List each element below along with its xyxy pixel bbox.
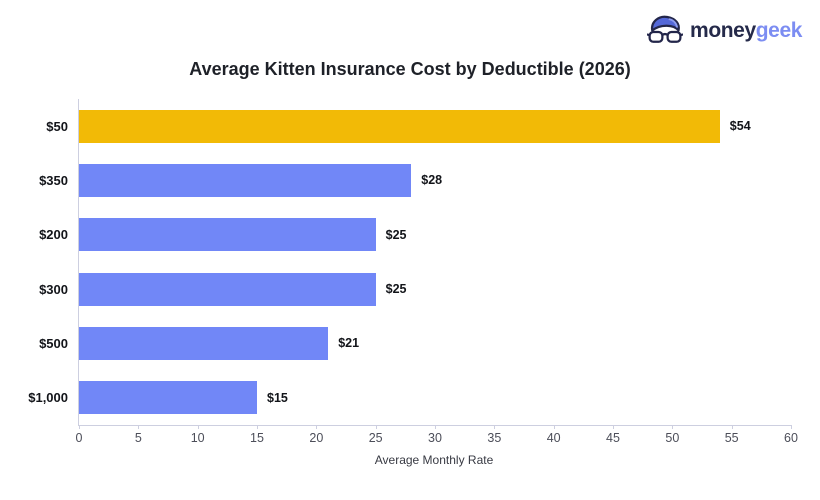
value-label: $15 <box>267 390 288 405</box>
x-tick-mark <box>138 425 140 429</box>
x-tick-mark <box>197 425 199 429</box>
bar-row: $300 $25 <box>39 262 791 316</box>
x-tick-mark <box>494 425 496 429</box>
plot-area: $50 $54 $350 $28 $200 $25 $300 $25 $500 $21 $1,000… <box>28 99 798 445</box>
logo-text-geek: geek <box>755 19 803 42</box>
bar <box>79 272 376 306</box>
moneygeek-logo[interactable]: moneygeek <box>647 14 802 47</box>
bar <box>79 218 376 252</box>
bar <box>79 326 329 360</box>
logo-text-money: money <box>690 19 756 42</box>
bar-row: $500 $21 <box>39 316 791 370</box>
bar-row: $1,000 $15 <box>28 371 791 425</box>
x-tick-mark <box>553 425 555 429</box>
x-tick-mark <box>791 425 792 429</box>
moneygeek-geek-icon <box>647 15 684 43</box>
x-tick-label: 40 <box>546 431 561 445</box>
x-tick-label: 0 <box>75 431 83 445</box>
value-label: $54 <box>729 119 751 134</box>
x-tick-mark <box>257 425 258 429</box>
bar-row: $350 $28 <box>39 153 791 207</box>
logo-text: moneygeek <box>690 20 802 41</box>
category-label: $50 <box>46 118 68 134</box>
category-label: $500 <box>39 335 68 351</box>
x-tick-label: 60 <box>784 431 798 445</box>
bar-row: $200 $25 <box>39 208 791 262</box>
category-label: $1,000 <box>28 390 68 406</box>
x-axis-label: Average Monthly Rate <box>374 453 494 467</box>
x-tick-label: 10 <box>190 431 205 445</box>
x-tick-mark <box>79 425 80 429</box>
bar <box>79 163 412 197</box>
value-label: $25 <box>385 227 407 242</box>
x-tick-mark <box>613 425 614 429</box>
bar-row: $50 $54 <box>46 99 791 153</box>
value-label: $28 <box>421 173 443 188</box>
x-tick-label: 50 <box>665 431 680 445</box>
value-label: $21 <box>338 336 360 351</box>
x-tick-label: 25 <box>368 431 383 445</box>
x-axis-ticks: 0 5 10 15 20 25 30 35 40 45 50 55 60 <box>75 425 798 457</box>
x-tick-mark <box>731 425 733 429</box>
x-tick-label: 45 <box>606 431 620 445</box>
x-tick-mark <box>375 425 377 429</box>
x-tick-mark <box>435 425 436 429</box>
x-tick-label: 35 <box>487 431 502 445</box>
x-tick-mark <box>316 425 318 429</box>
category-label: $200 <box>39 227 68 243</box>
bars-container: $50 $54 $350 $28 $200 $25 $300 $25 $500 $21 $1,000… <box>28 99 791 425</box>
chart-title: Average Kitten Insurance Cost by Deducti… <box>189 59 631 79</box>
bar <box>79 109 720 143</box>
x-tick-label: 30 <box>428 431 442 445</box>
x-tick-mark <box>672 425 674 429</box>
category-label: $350 <box>39 172 68 188</box>
bar <box>79 381 257 415</box>
value-label: $25 <box>385 282 407 297</box>
x-tick-label: 20 <box>309 431 324 445</box>
x-tick-label: 55 <box>724 431 739 445</box>
x-tick-label: 5 <box>134 431 142 445</box>
x-tick-label: 15 <box>250 431 264 445</box>
category-label: $300 <box>39 281 68 297</box>
